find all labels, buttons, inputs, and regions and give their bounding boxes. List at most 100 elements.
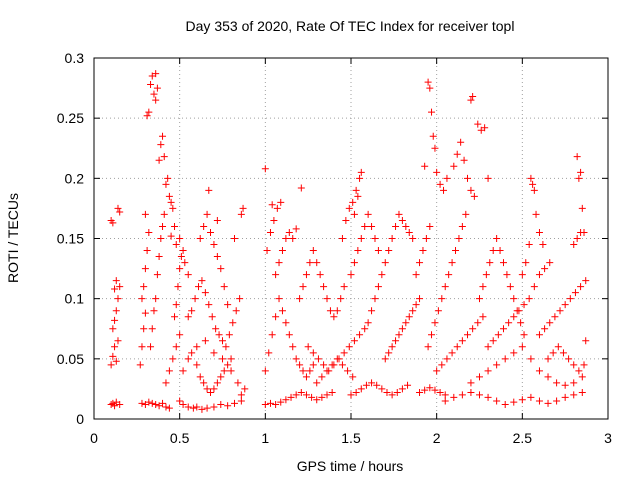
y-tick-label: 0.25 [57,110,84,126]
data-point [155,253,163,261]
data-point [452,247,460,255]
data-point [342,216,350,224]
data-point [296,361,304,369]
data-point [486,259,494,267]
data-point [493,235,501,242]
data-point [525,295,533,303]
data-point [431,319,439,327]
grid [94,58,608,419]
data-point [320,361,328,369]
data-point [464,331,472,339]
x-axis-title: GPS time / hours [297,458,404,474]
data-point [215,331,223,339]
data-point [266,399,274,407]
data-point [169,355,177,363]
data-point [323,391,331,399]
data-point [333,355,341,363]
data-point [338,361,346,369]
data-point [116,208,124,216]
data-point [208,313,216,321]
data-point [402,222,410,230]
data-point [501,355,509,363]
data-point [328,389,336,397]
data-point [573,235,581,242]
data-point [570,379,578,387]
data-point [529,180,537,188]
data-point [219,355,226,363]
data-point [230,399,238,407]
data-point [436,389,444,397]
data-point [510,295,518,303]
data-point [179,247,187,255]
data-point [453,150,461,158]
data-point [330,313,338,321]
data-point [530,283,538,291]
data-point [138,343,146,351]
data-point [207,389,215,397]
data-point [196,235,204,242]
y-tick-label: 0.05 [57,351,84,367]
data-point [320,283,328,291]
data-point [277,398,285,406]
data-point [479,283,487,291]
data-point [431,386,439,394]
data-point [181,259,189,267]
data-point [152,295,160,303]
x-tick-label: 0 [90,430,98,446]
data-point [207,228,215,236]
data-point [535,271,543,279]
data-point [392,337,400,345]
data-point [275,259,283,267]
data-point [429,132,437,140]
data-point [172,343,180,351]
data-point [518,343,526,351]
data-point [561,301,569,309]
data-point [554,343,562,351]
data-point [344,367,352,375]
data-point [179,401,187,409]
data-point [368,307,376,315]
data-point [566,295,574,303]
data-point [373,381,381,389]
data-point [210,385,218,393]
data-point [153,84,161,92]
data-point [476,295,483,303]
data-point [499,325,507,333]
data-point [522,259,530,267]
data-point [575,174,583,182]
data-point [361,325,369,333]
data-point [296,295,304,303]
data-point [535,397,543,405]
data-point [150,90,158,98]
data-point [510,313,518,321]
data-point [167,198,175,206]
data-point [263,247,271,255]
data-point [217,401,225,409]
data-point [338,235,346,242]
data-point [201,289,209,297]
data-point [210,349,218,357]
data-point [309,247,317,255]
data-point [412,301,420,309]
data-point [561,381,569,389]
data-point [494,331,502,339]
data-point [356,331,364,339]
data-point [361,222,369,230]
data-point [323,295,331,303]
data-point [174,283,182,291]
data-point [544,373,552,381]
data-point [210,403,218,411]
data-point [518,271,526,279]
data-point [201,337,209,345]
data-point [520,301,528,309]
y-tick-label: 0.1 [65,291,85,307]
data-point [230,235,238,242]
data-point [553,397,561,405]
data-point [470,192,478,200]
data-point [546,259,554,267]
data-point [388,235,396,242]
data-point [285,228,293,236]
data-point [282,319,290,327]
data-point [219,337,226,345]
